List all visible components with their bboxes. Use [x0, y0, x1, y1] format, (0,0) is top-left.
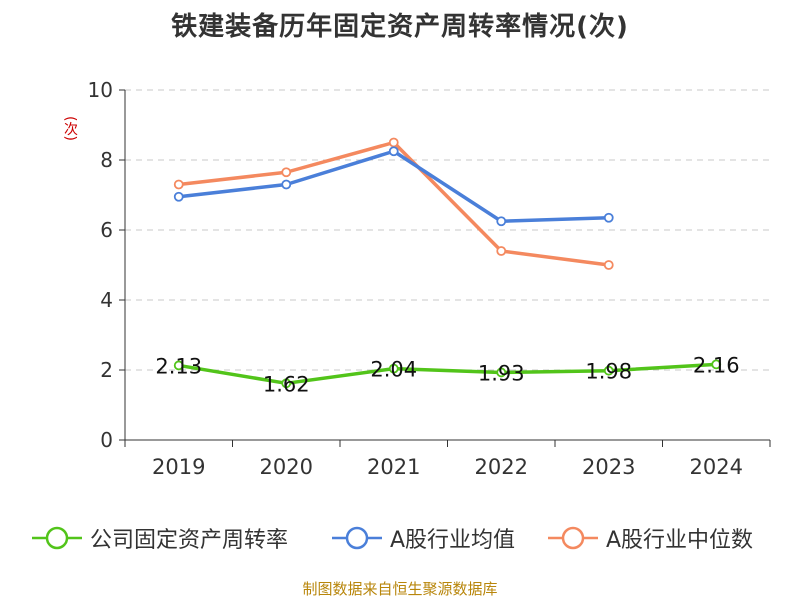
x-tick-label: 2022: [475, 455, 528, 479]
legend-item-industry-average[interactable]: A股行业均值: [332, 518, 515, 558]
data-point: [711, 359, 722, 370]
series-line-2: [178, 140, 609, 267]
legend-label: A股行业均值: [390, 528, 516, 553]
data-label: 2.13: [155, 354, 202, 378]
data-label: 2.16: [693, 353, 740, 377]
legend-item-company-turnover[interactable]: 公司固定资产周转率: [32, 518, 288, 558]
data-point: [281, 378, 292, 389]
legend-symbol: [332, 526, 382, 550]
data-label: 1.98: [585, 360, 632, 384]
legend-symbol: [32, 526, 82, 550]
data-point: [603, 212, 614, 223]
data-point: [496, 367, 507, 378]
data-label: 1.62: [263, 372, 310, 396]
y-tick-label: 4: [100, 288, 113, 312]
data-label: 2.04: [370, 358, 417, 382]
y-axis-unit-label: (次): [62, 115, 78, 141]
legend: 公司固定资产周转率 A股行业均值 A股行业中位数: [0, 518, 800, 558]
y-tick-label: 0: [100, 428, 113, 452]
data-point: [173, 179, 184, 190]
chart-title: 铁建装备历年固定资产周转率情况(次): [171, 12, 629, 42]
data-point: [281, 167, 292, 178]
y-tick-label: 6: [100, 218, 113, 242]
data-point: [388, 363, 399, 374]
data-point: [388, 146, 399, 157]
x-tick-label: 2019: [152, 455, 205, 479]
data-point: [173, 360, 184, 371]
x-tick-label: 2024: [690, 455, 743, 479]
x-tick-label: 2021: [367, 455, 420, 479]
x-tick-label: 2023: [582, 455, 635, 479]
y-tick-label: 8: [100, 148, 113, 172]
data-point: [496, 216, 507, 227]
data-point: [173, 191, 184, 202]
data-source-note: 制图数据来自恒生聚源数据库: [302, 580, 498, 598]
series-line-1: [178, 149, 609, 223]
data-point: [496, 246, 507, 256]
legend-label: A股行业中位数: [606, 528, 754, 553]
data-point: [388, 137, 399, 148]
series-line-0: [178, 362, 717, 386]
x-tick-label: 2020: [260, 455, 313, 479]
legend-symbol: [548, 526, 598, 550]
data-point: [281, 179, 292, 190]
data-point: [603, 260, 614, 270]
legend-item-industry-median[interactable]: A股行业中位数: [548, 518, 753, 558]
y-tick-label: 10: [88, 78, 113, 102]
y-tick-label: 2: [100, 358, 113, 382]
legend-label: 公司固定资产周转率: [90, 528, 289, 553]
data-label: 1.93: [478, 361, 525, 385]
data-point: [603, 365, 614, 376]
